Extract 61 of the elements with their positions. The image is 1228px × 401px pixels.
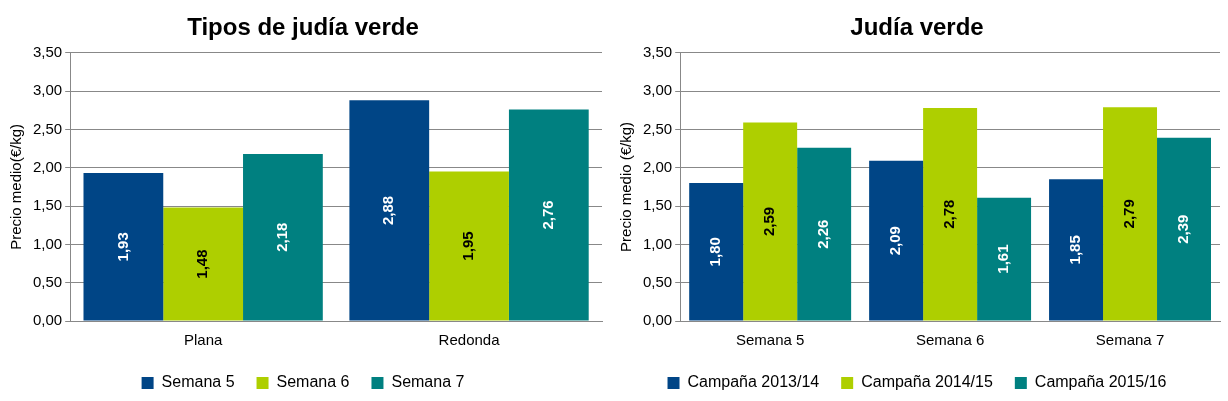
y-tick-label: 2,50 xyxy=(642,119,673,137)
y-tick-label: 0,50 xyxy=(642,272,673,290)
chart-title: Judía verde xyxy=(850,13,984,41)
data-label: 2,18 xyxy=(273,222,291,252)
y-tick-label: 0,00 xyxy=(642,311,673,329)
data-label: 2,26 xyxy=(814,219,832,249)
data-label: 1,95 xyxy=(459,231,477,261)
data-label: 2,79 xyxy=(1120,199,1138,229)
data-label: 1,48 xyxy=(193,249,211,279)
y-axis-title: Precio medio (€/kg) xyxy=(617,121,635,252)
bar xyxy=(349,100,430,321)
y-tick-label: 3,00 xyxy=(642,81,673,99)
x-tick-label: Plana xyxy=(183,331,223,349)
bar xyxy=(1049,179,1104,321)
legend-label: Campaña 2013/14 xyxy=(687,373,820,391)
legend-label: Semana 7 xyxy=(391,373,465,391)
chart-title: Tipos de judía verde xyxy=(187,13,419,41)
x-tick-label: Semana 5 xyxy=(735,331,805,349)
y-tick-label: 2,50 xyxy=(32,119,63,137)
data-label: 2,78 xyxy=(940,199,958,229)
bar xyxy=(689,183,744,321)
data-label: 2,39 xyxy=(1174,214,1192,244)
data-label: 2,88 xyxy=(379,195,397,226)
y-tick-label: 0,00 xyxy=(32,311,63,329)
y-tick-label: 0,50 xyxy=(32,272,63,290)
x-tick-label: Semana 7 xyxy=(1095,331,1165,349)
y-tick-label: 2,00 xyxy=(32,157,63,175)
bar xyxy=(977,197,1032,321)
bar xyxy=(797,147,852,321)
y-tick-label: 1,00 xyxy=(32,234,63,252)
data-label: 2,09 xyxy=(886,226,904,256)
legend-label: Semana 5 xyxy=(161,373,235,391)
data-label: 2,59 xyxy=(760,206,778,237)
data-label: 1,61 xyxy=(994,244,1012,274)
y-tick-label: 1,00 xyxy=(642,234,673,252)
data-label: 1,80 xyxy=(706,237,724,267)
bar xyxy=(869,160,924,321)
bar xyxy=(743,122,798,321)
bar xyxy=(1157,137,1211,321)
y-axis-title: Precio medio(€/kg) xyxy=(7,123,25,250)
data-label: 1,93 xyxy=(113,232,131,262)
bar xyxy=(83,173,164,321)
legend-label: Semana 6 xyxy=(276,373,350,391)
legend-label: Campaña 2014/15 xyxy=(861,373,993,391)
y-tick-label: 3,00 xyxy=(32,81,63,99)
x-tick-label: Semana 6 xyxy=(915,331,985,349)
bar xyxy=(923,107,978,321)
y-tick-label: 1,50 xyxy=(32,196,63,214)
y-tick-label: 2,00 xyxy=(642,157,673,175)
y-tick-label: 1,50 xyxy=(642,196,673,214)
bar xyxy=(508,109,589,321)
legend-label: Campaña 2015/16 xyxy=(1034,373,1167,391)
bar xyxy=(243,153,323,321)
data-label: 2,76 xyxy=(538,200,556,230)
bar xyxy=(429,171,509,321)
y-tick-label: 3,50 xyxy=(642,42,673,60)
x-tick-label: Redonda xyxy=(438,331,501,349)
bar xyxy=(163,207,244,321)
data-label: 1,85 xyxy=(1066,235,1084,265)
bar xyxy=(1103,107,1158,321)
y-tick-label: 3,50 xyxy=(32,42,63,60)
